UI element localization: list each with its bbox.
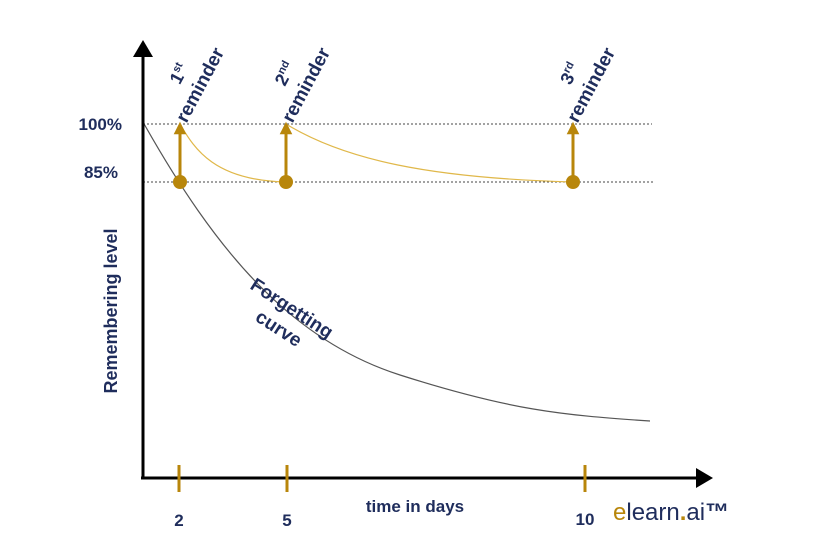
x-axis-arrowhead [696, 468, 713, 488]
y-axis-arrowhead [133, 40, 153, 57]
reminder-label-2: 2nd reminder [271, 44, 336, 126]
reminder-label-3: 3rd reminder [556, 44, 620, 126]
reminder-label-1-number: 1st [166, 60, 193, 87]
brand-logo: elearn.ai™ [613, 499, 729, 526]
reminder-dot-1 [173, 175, 187, 189]
retention-curve-2 [285, 123, 573, 183]
x-axis-label: time in days [366, 497, 464, 516]
x-tick-label-5: 5 [282, 511, 291, 530]
forgetting-curve-label: Forgetting curve [246, 275, 336, 352]
x-tick-label-10: 10 [576, 510, 595, 529]
retention-curve-1 [179, 123, 286, 183]
reminder-dot-2 [279, 175, 293, 189]
y-tick-label-100: 100% [79, 115, 122, 134]
reminder-dot-3 [566, 175, 580, 189]
x-tick-label-2: 2 [174, 511, 183, 530]
y-axis-label: Remembering level [101, 228, 121, 393]
reminder-label-1: 1st reminder [166, 44, 230, 126]
forgetting-curve-line [142, 121, 651, 422]
y-tick-label-85: 85% [84, 163, 118, 182]
